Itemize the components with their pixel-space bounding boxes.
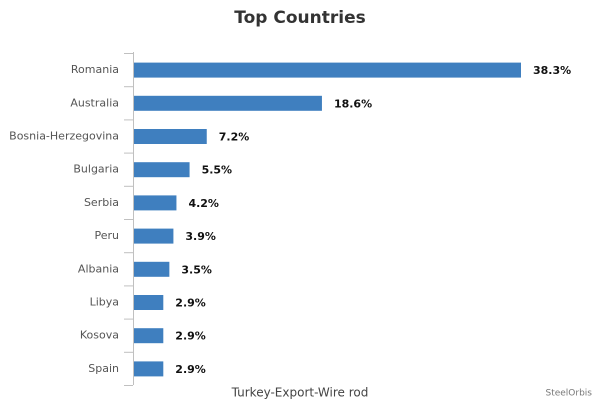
bar	[134, 361, 164, 377]
y-tick-label: Libya	[90, 296, 119, 309]
data-label: 3.9%	[185, 230, 216, 243]
bar	[134, 295, 164, 310]
credit: SteelOrbis	[545, 389, 592, 399]
data-label: 2.9%	[175, 297, 206, 310]
data-label: 7.2%	[219, 131, 250, 144]
y-tick-label: Romania	[71, 63, 119, 76]
y-tick-label: Albania	[78, 262, 119, 275]
chart-title: Top Countries	[234, 8, 365, 28]
bar	[134, 62, 521, 78]
bar	[134, 261, 170, 277]
y-tick-label: Peru	[94, 229, 119, 242]
bar	[134, 328, 164, 344]
data-label: 3.5%	[181, 263, 212, 276]
data-label: 2.9%	[175, 363, 206, 376]
y-tick-label: Bosnia-Herzegovina	[9, 130, 119, 143]
y-tick-label: Serbia	[84, 196, 119, 209]
bar	[134, 162, 190, 178]
bar	[134, 195, 177, 211]
data-label: 5.5%	[202, 164, 233, 177]
y-tick-label: Kosova	[80, 329, 119, 342]
data-label: 4.2%	[188, 197, 219, 210]
data-label: 38.3%	[533, 64, 571, 77]
data-label: 18.6%	[334, 97, 372, 110]
bar	[134, 228, 174, 244]
data-label: 2.9%	[175, 330, 206, 343]
x-axis-label: Turkey-Export-Wire rod	[231, 386, 369, 400]
y-tick-label: Spain	[88, 362, 119, 375]
y-tick-label: Australia	[70, 96, 119, 109]
y-tick-label: Bulgaria	[73, 163, 119, 176]
bar	[134, 95, 322, 111]
bar	[134, 129, 207, 144]
